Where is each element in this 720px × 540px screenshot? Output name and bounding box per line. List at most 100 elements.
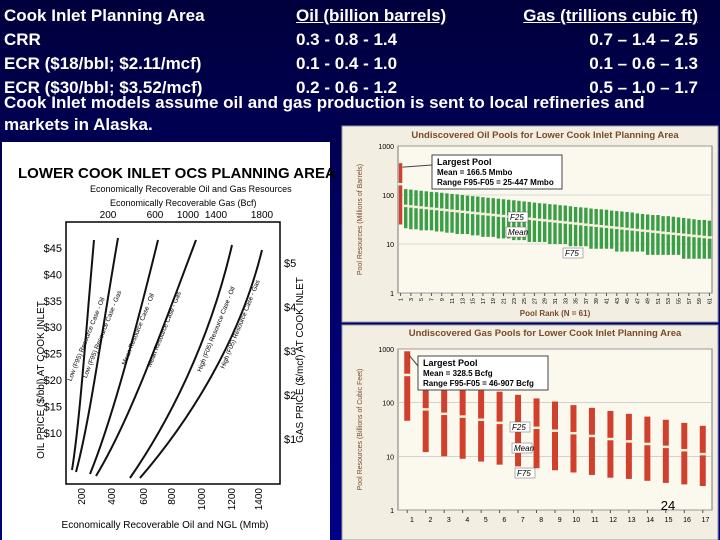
x-tick-label: 7 xyxy=(521,517,525,524)
annotation-box xyxy=(511,442,533,454)
figure-title: LOWER COOK INLET OCS PLANNING AREA xyxy=(18,165,336,182)
range-bar xyxy=(609,210,614,249)
range-bar xyxy=(584,207,588,247)
range-bar xyxy=(671,216,676,255)
curve xyxy=(139,249,263,479)
y-tick-label: 10 xyxy=(386,242,394,249)
range-bar xyxy=(589,208,593,249)
range-bar xyxy=(666,216,670,255)
range-bar xyxy=(681,422,688,485)
range-bar xyxy=(558,205,562,244)
range-bar xyxy=(501,199,506,239)
y-axis-label: Pool Resources (Billions of Cubic Feet) xyxy=(357,369,364,491)
range-bar xyxy=(496,198,501,239)
curve xyxy=(89,239,159,475)
y-tick-label: 100 xyxy=(382,193,394,200)
range-bar xyxy=(441,378,448,457)
tick-label: $20 xyxy=(44,375,62,387)
cell: 0.5 – 1.0 – 1.7 xyxy=(589,78,698,97)
range-bar xyxy=(460,195,465,234)
x-tick-label: 1 xyxy=(399,298,405,301)
range-bar xyxy=(635,213,640,252)
range-bar xyxy=(543,203,547,242)
range-bar xyxy=(615,211,619,252)
range-bar xyxy=(537,203,542,242)
range-bar xyxy=(573,206,578,247)
page-number: 24 xyxy=(661,498,675,513)
annotation: F75 xyxy=(517,469,531,478)
x-tick-label: 4 xyxy=(465,517,469,524)
range-bar xyxy=(692,219,696,259)
range-bar xyxy=(476,196,480,236)
range-bar xyxy=(607,410,614,478)
tick-label: 200 xyxy=(100,210,117,221)
range-bar xyxy=(459,383,466,459)
range-bar xyxy=(707,220,712,259)
tick-label: $45 xyxy=(44,243,62,255)
range-bar xyxy=(470,196,475,236)
x-tick-label: 49 xyxy=(646,298,652,304)
x-tick-label: 37 xyxy=(584,298,590,304)
range-bar xyxy=(570,405,577,473)
y-axis-label: Pool Resources (Millions of Barrels) xyxy=(357,164,364,275)
range-bar xyxy=(424,191,429,231)
range-bar xyxy=(604,209,609,249)
range-bar xyxy=(445,193,449,233)
annotation: F75 xyxy=(565,249,579,258)
annotation: Mean xyxy=(508,228,529,237)
x-tick-label: 5 xyxy=(484,517,488,524)
tick-label: $2 xyxy=(284,390,296,402)
tick-label: 1800 xyxy=(251,210,274,221)
range-bar xyxy=(465,195,470,234)
legend-box xyxy=(417,355,549,391)
axis-label: GAS PRICE ($/mcf) AT COOK INLET xyxy=(295,277,306,443)
x-tick-label: 7 xyxy=(429,298,435,301)
legend-text: Largest Pool xyxy=(437,157,492,167)
curve xyxy=(129,244,233,479)
x-tick-label: 11 xyxy=(591,517,598,524)
figure-panel xyxy=(2,142,330,540)
range-bar xyxy=(702,219,706,259)
x-tick-label: 3 xyxy=(409,298,415,301)
range-bar xyxy=(496,391,503,465)
y-tick-label: 1 xyxy=(390,508,394,515)
tick-label: 600 xyxy=(139,488,150,505)
curve xyxy=(95,239,197,477)
legend-text: Range F95-F05 = 25-447 Mmbo xyxy=(437,178,554,187)
range-bar xyxy=(398,163,403,225)
legend-text: Mean = 166.5 Mmbo xyxy=(437,168,512,177)
range-bar xyxy=(640,213,645,252)
legend-text: Mean = 328.5 Bcfg xyxy=(423,369,493,378)
x-tick-label: 3 xyxy=(447,517,451,524)
row-label: ECR ($30/bbl; $3.52/mcf) xyxy=(4,78,203,97)
x-tick-label: 23 xyxy=(512,298,518,304)
range-bar xyxy=(548,204,552,244)
x-tick-label: 51 xyxy=(656,298,662,304)
range-bar xyxy=(434,192,439,232)
price-curves xyxy=(71,237,263,479)
axis-label: Economically Recoverable Oil and NGL (Mm… xyxy=(62,520,269,531)
range-bar xyxy=(429,191,434,231)
range-bar xyxy=(552,401,558,471)
x-tick-label: 17 xyxy=(702,517,710,524)
range-bar xyxy=(651,215,655,255)
range-bar xyxy=(645,214,650,255)
figure-subtitle: Economically Recoverable Oil and Gas Res… xyxy=(90,184,292,194)
tick-label: 600 xyxy=(147,210,164,221)
x-tick-label: 57 xyxy=(687,298,693,304)
legend-arrow xyxy=(408,354,419,367)
tick-label: 200 xyxy=(77,488,88,505)
tick-label: $25 xyxy=(44,349,62,361)
x-tick-label: 27 xyxy=(532,298,538,304)
tick-label: $3 xyxy=(284,346,296,358)
tick-label: 1000 xyxy=(197,488,208,511)
annotation-box xyxy=(514,467,536,479)
range-bar xyxy=(697,219,701,259)
tick-label: $30 xyxy=(44,322,62,334)
annotation: F25 xyxy=(510,213,524,222)
x-tick-label: 29 xyxy=(543,298,549,304)
range-bar xyxy=(644,416,651,481)
range-bar xyxy=(681,217,686,259)
x-tick-label: 17 xyxy=(481,298,487,304)
